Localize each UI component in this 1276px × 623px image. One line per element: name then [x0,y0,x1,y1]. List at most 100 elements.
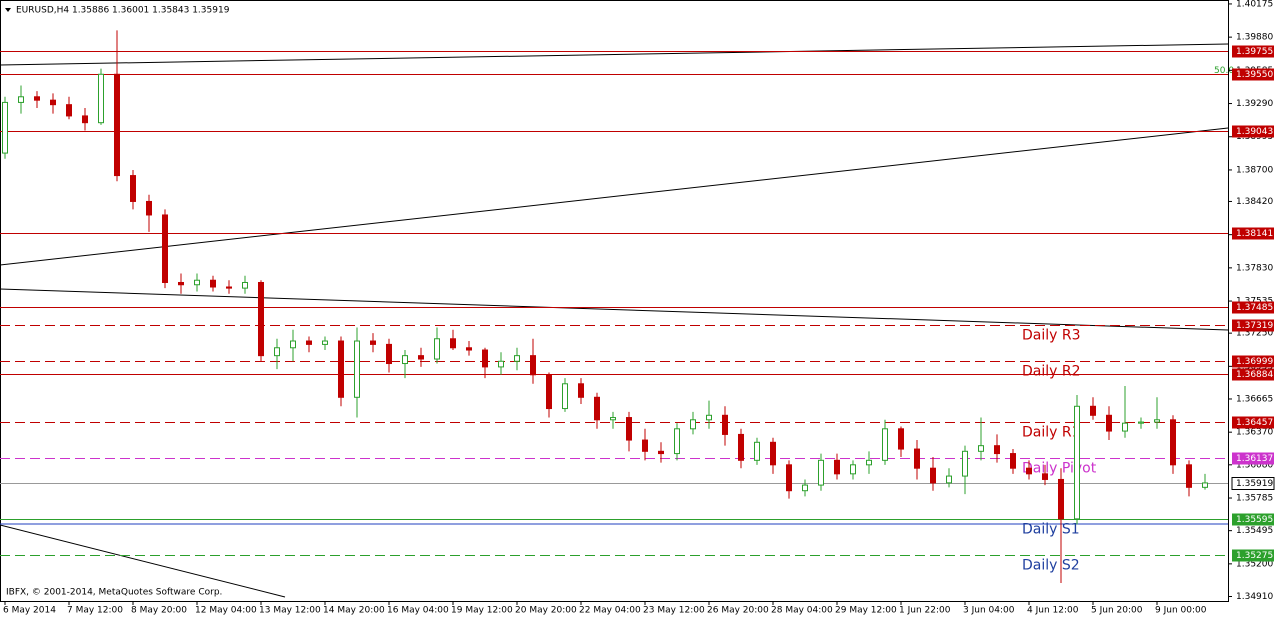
trend-line [0,524,286,598]
candle-body [386,343,392,365]
candle-body [1122,422,1128,432]
candle-body [194,279,200,286]
candle-body [786,464,792,492]
candle-body [418,355,424,360]
x-tick-label: 28 May 04:00 [771,606,833,616]
candle-body [434,338,440,360]
level-label: 1.38141 [1236,229,1273,239]
trend-line [0,288,1229,331]
y-tick-label: 1.35200 [1236,559,1273,569]
level-label-box [1232,355,1274,368]
candle-body [546,374,552,410]
level-name: Daily Pivot [1022,461,1097,477]
level-label: 1.37485 [1236,303,1273,313]
candle-body [226,286,232,289]
candle-body [562,383,568,410]
candle-body [370,340,376,345]
candle-body [866,459,872,466]
level-label: 1.39043 [1236,127,1273,137]
candle-body [82,115,88,124]
candle-body [722,414,728,435]
level-label-box [1232,513,1274,526]
candle-body [50,99,56,106]
candle-body [338,340,344,398]
level-name: Daily S1 [1022,522,1080,538]
y-tick-label: 1.37250 [1236,329,1273,339]
candle-body [258,281,264,357]
level-note: 50.0 [1214,66,1234,76]
x-tick-label: 13 May 12:00 [259,606,321,616]
y-tick-label: 1.37830 [1236,263,1273,273]
x-tick-label: 6 May 2014 [3,606,56,616]
candle-body [354,340,360,398]
y-tick-label: 1.36080 [1236,460,1273,470]
x-tick-label: 29 May 12:00 [835,606,897,616]
candle-body [1202,482,1208,488]
candle-body [914,448,920,469]
level-label-box [1232,68,1274,81]
candle-body [1074,405,1080,520]
level-label-box [1231,477,1275,490]
candle-body [2,101,8,154]
candle-body [1058,478,1064,520]
plot-frame [0,0,1229,602]
candle-body [626,417,632,441]
level-label: 1.37319 [1236,321,1273,331]
level-label: 1.36457 [1236,418,1273,428]
candle-body [18,96,24,103]
candle-body [530,355,536,376]
x-tick-label: 1 Jun 22:00 [899,606,951,616]
candle-body [802,484,808,492]
candle-body [690,419,696,430]
level-label: 1.35275 [1236,551,1273,561]
level-label-box [1232,125,1274,138]
candle-body [834,459,840,475]
candle-body [1010,453,1016,469]
x-tick-label: 16 May 04:00 [387,606,449,616]
level-label-box [1232,301,1274,314]
candle-body [34,96,40,101]
candle-body [466,347,472,351]
x-tick-label: 26 May 20:00 [707,606,769,616]
title-arrow [5,8,11,12]
trend-line [0,127,1229,266]
trend-line [0,43,1229,66]
candle-body [146,200,152,216]
candle-body [1026,467,1032,475]
x-tick-label: 5 Jun 20:00 [1091,606,1143,616]
level-label: 1.35919 [1236,479,1273,489]
x-tick-label: 23 May 12:00 [643,606,705,616]
level-label: 1.36999 [1236,357,1273,367]
candle-body [498,360,504,368]
x-tick-label: 19 May 12:00 [451,606,513,616]
candle-body [930,467,936,484]
x-tick-label: 12 May 04:00 [195,606,257,616]
candle-body [642,439,648,452]
candle-body [706,414,712,421]
level-label: 1.39755 [1236,47,1273,57]
x-tick-label: 22 May 04:00 [579,606,641,616]
candle-body [402,355,408,365]
y-tick-label: 1.38420 [1236,197,1273,207]
level-label: 1.36884 [1236,370,1273,380]
candle-body [610,417,616,421]
candle-body [210,279,216,288]
level-label-box [1232,368,1274,381]
footer: IBFX, © 2001-2014, MetaQuotes Software C… [6,588,222,598]
y-tick-label: 1.35785 [1236,494,1273,504]
level-name: Daily S2 [1022,558,1080,574]
level-label: 1.35595 [1236,515,1273,525]
candle-body [162,214,168,283]
x-tick-label: 8 May 20:00 [131,606,187,616]
candle-body [946,475,952,484]
y-tick-label: 1.35495 [1236,526,1273,536]
y-tick-label: 1.34910 [1236,592,1273,602]
candle-body [114,73,120,177]
level-label-box [1232,416,1274,429]
x-tick-label: 7 May 12:00 [67,606,123,616]
candle-body [994,445,1000,455]
candle-body [290,340,296,349]
candle-body [818,459,824,486]
candle-body [242,281,248,289]
